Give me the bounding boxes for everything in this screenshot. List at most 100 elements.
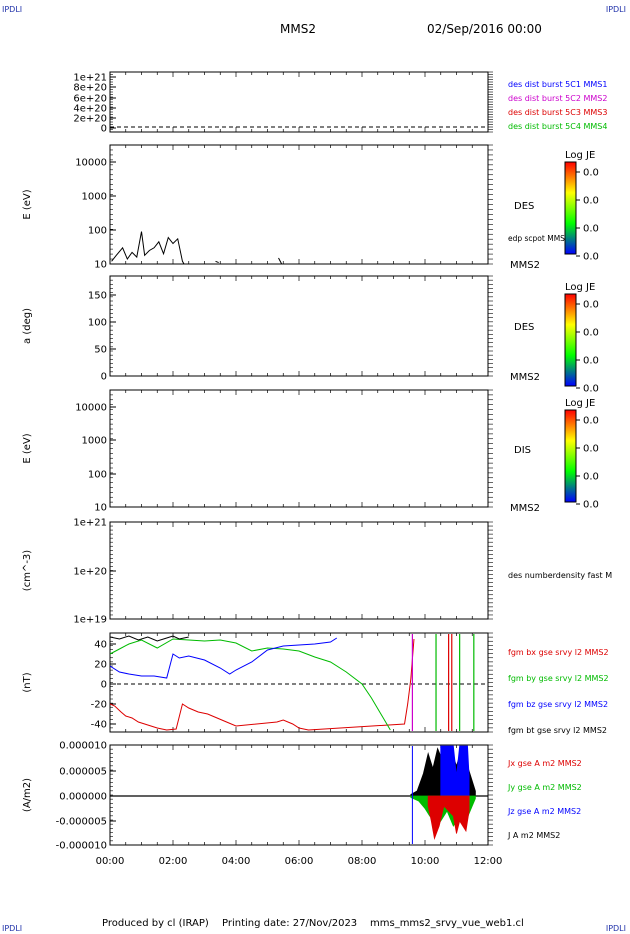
- y-tick-label: 10000: [75, 403, 107, 414]
- colorbar-tick-label: 0.0: [583, 252, 599, 263]
- colorbar-tick-label: 0.0: [583, 328, 599, 339]
- colorbar-tick-label: 0.0: [583, 416, 599, 427]
- overlay-label: edp scpot MMS2: [508, 234, 570, 243]
- fgm-series-bx: [110, 638, 415, 731]
- colorbar: [564, 161, 577, 255]
- footer-printing-date: Printing date: 27/Nov/2023: [222, 918, 358, 929]
- y-tick-label: 4e+20: [73, 104, 107, 115]
- y-tick-label: 0: [101, 372, 107, 383]
- colorbar-tick-label: 0.0: [583, 356, 599, 367]
- fgm-series-by: [110, 638, 391, 731]
- y-tick-label: 10: [94, 503, 107, 514]
- panel-label-des: DES: [514, 201, 534, 212]
- y-tick-label: 150: [88, 291, 107, 302]
- corner-mark-top-right: IPDLI: [605, 5, 626, 14]
- y-tick-label: -40: [91, 720, 107, 731]
- current-series-Jx: [427, 795, 470, 840]
- corner-mark-bottom-left: IPDLI: [2, 924, 23, 933]
- time-tick-label: 06:00: [285, 856, 314, 867]
- y-tick-label: -0.000005: [56, 817, 107, 828]
- panel-frame-des-dist-burst: [109, 71, 489, 133]
- y-tick-label: 0: [101, 124, 107, 135]
- y-axis-label: (A/m2): [22, 778, 33, 812]
- panel-frame-des-energy: [109, 144, 489, 265]
- time-tick-label: 04:00: [222, 856, 251, 867]
- y-axis-label: (cm^-3): [22, 550, 33, 591]
- y-tick-label: 8e+20: [73, 83, 107, 94]
- y-tick-label: 1e+21: [73, 73, 107, 84]
- y-tick-label: 20: [94, 660, 107, 671]
- y-axis-label: a (deg): [22, 308, 33, 344]
- corner-mark-top-left: IPDLI: [2, 5, 23, 14]
- legend-entry: des dist burst 5C2 MMS2: [508, 94, 607, 103]
- colorbar-tick-label: 0.0: [583, 300, 599, 311]
- y-tick-label: 100: [88, 470, 107, 481]
- y-tick-label: 0.000010: [59, 741, 107, 752]
- legend-entry: fgm bt gse srvy l2 MMS2: [508, 726, 607, 735]
- colorbar: [564, 293, 577, 387]
- time-tick-label: 02:00: [159, 856, 188, 867]
- legend-entry: Jz gse A m2 MMS2: [507, 807, 581, 816]
- footer-produced: Produced by cl (IRAP): [102, 918, 209, 929]
- panel-frame-fgm: [109, 632, 489, 733]
- y-tick-label: 100: [88, 226, 107, 237]
- y-axis-label: E (eV): [22, 189, 33, 219]
- panel-label-density: des numberdensity fast M: [508, 571, 612, 580]
- plot-date: 02/Sep/2016 00:00: [427, 22, 542, 36]
- legend-entry: fgm by gse srvy l2 MMS2: [508, 674, 609, 683]
- legend-entry: fgm bz gse srvy l2 MMS2: [508, 700, 608, 709]
- footer-filename: mms_mms2_srvy_vue_web1.cl: [370, 918, 524, 929]
- y-tick-label: -20: [91, 700, 107, 711]
- y-tick-label: 1e+21: [73, 518, 107, 529]
- legend-entry: J A m2 MMS2: [507, 831, 560, 840]
- legend-entry: des dist burst 5C1 MMS1: [508, 80, 607, 89]
- spacecraft-label: MMS2: [510, 503, 540, 514]
- y-tick-label: -0.000010: [56, 841, 107, 852]
- spacecraft-label: MMS2: [510, 372, 540, 383]
- colorbar-tick-label: 0.0: [583, 168, 599, 179]
- colorbar-tick-label: 0.0: [583, 472, 599, 483]
- scpot-line: [111, 231, 185, 265]
- y-tick-label: 1000: [82, 192, 107, 203]
- colorbar-tick-label: 0.0: [583, 500, 599, 511]
- colorbar-title: Log JE: [565, 150, 595, 161]
- multi-panel-plot: 1e+218e+206e+204e+202e+20010000100010010…: [22, 71, 612, 867]
- time-tick-label: 10:00: [411, 856, 440, 867]
- scpot-line: [278, 257, 283, 265]
- y-tick-label: 10000: [75, 158, 107, 169]
- plot-title: MMS2: [280, 22, 316, 36]
- y-tick-label: 40: [94, 640, 107, 651]
- y-axis-label: E (eV): [22, 433, 33, 463]
- panel-label-des-pitch: DES: [514, 322, 534, 333]
- panel-label-dis: DIS: [514, 445, 531, 456]
- legend-entry: des dist burst 5C3 MMS3: [508, 108, 607, 117]
- panel-frame-dis-energy: [109, 389, 489, 508]
- time-tick-label: 08:00: [348, 856, 377, 867]
- legend-entry: des dist burst 5C4 MMS4: [508, 122, 607, 131]
- y-tick-label: 50: [94, 345, 107, 356]
- y-tick-label: 1000: [82, 436, 107, 447]
- current-series-Jz: [440, 745, 470, 797]
- colorbar: [564, 409, 577, 503]
- corner-mark-bottom-right: IPDLI: [605, 924, 626, 933]
- y-tick-label: 100: [88, 318, 107, 329]
- colorbar-tick-label: 0.0: [583, 224, 599, 235]
- y-tick-label: 1e+20: [73, 567, 107, 578]
- legend-entry: Jx gse A m2 MMS2: [507, 759, 582, 768]
- time-tick-label: 12:00: [474, 856, 503, 867]
- spacecraft-label: MMS2: [510, 260, 540, 271]
- panel-frame-des-pitch: [109, 275, 489, 377]
- y-tick-label: 1e+19: [73, 615, 107, 626]
- scpot-line: [215, 260, 219, 264]
- time-tick-label: 00:00: [96, 856, 125, 867]
- y-tick-label: 0.000005: [59, 767, 107, 778]
- y-tick-label: 2e+20: [73, 114, 107, 125]
- colorbar-tick-label: 0.0: [583, 196, 599, 207]
- y-tick-label: 0: [101, 680, 107, 691]
- legend-entry: Jy gse A m2 MMS2: [507, 783, 582, 792]
- y-axis-label: (nT): [22, 672, 33, 692]
- legend-entry: fgm bx gse srvy l2 MMS2: [508, 648, 609, 657]
- fgm-series-bt: [110, 635, 189, 642]
- colorbar-tick-label: 0.0: [583, 384, 599, 395]
- y-tick-label: 10: [94, 260, 107, 271]
